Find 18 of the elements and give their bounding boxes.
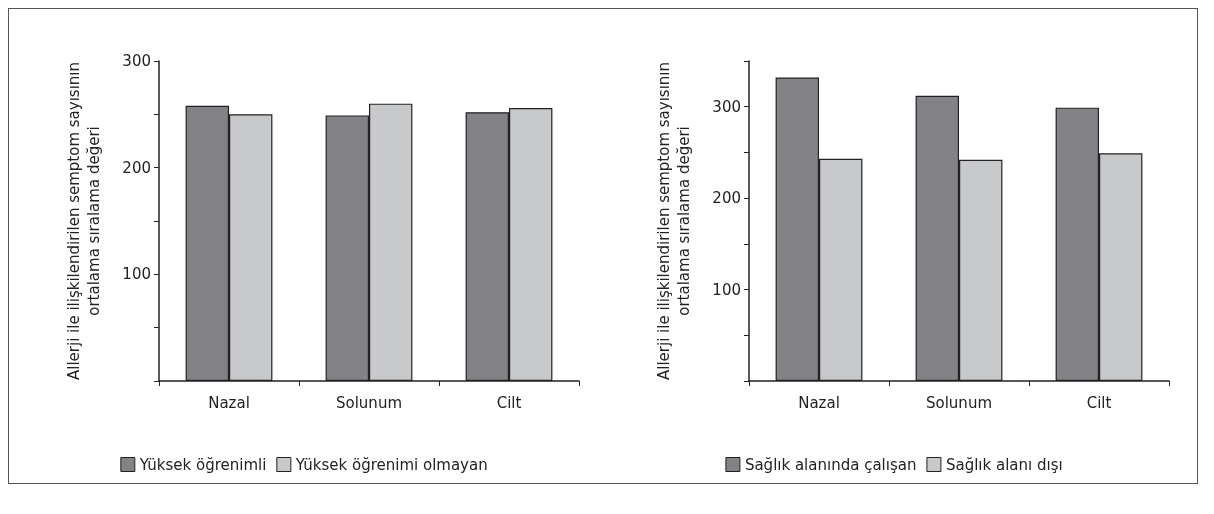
- x-tick-label: Cilt: [496, 393, 522, 412]
- y-tick-label: 200: [122, 158, 151, 177]
- legend-label: Sağlık alanı dışı: [945, 455, 1063, 474]
- x-tick-label: Solunum: [336, 393, 402, 412]
- y-tick-label: 100: [122, 265, 151, 284]
- legend-label: Sağlık alanında çalışan: [744, 455, 917, 474]
- y-tick-label: 200: [712, 189, 741, 208]
- y-axis-title: Allerji ile ilişkilendirilen semptom sayısının ortalama sıralama değeri: [655, 61, 693, 381]
- x-tick-label: Nazal: [208, 393, 250, 412]
- y-tick-label: 300: [712, 97, 741, 116]
- legend-label: Yüksek öğrenimli: [138, 455, 267, 474]
- x-tick-label: Nazal: [798, 393, 840, 412]
- legend-label: Yüksek öğrenimi olmayan: [294, 455, 488, 474]
- y-axis-title: Allerji ile ilişkilendirilen semptom sayısının ortalama sıralama değeri: [65, 61, 103, 381]
- x-tick-label: Cilt: [1086, 393, 1112, 412]
- y-tick-label: 300: [122, 52, 151, 70]
- y-tick-label: 100: [712, 280, 741, 299]
- x-tick-label: Solunum: [926, 393, 992, 412]
